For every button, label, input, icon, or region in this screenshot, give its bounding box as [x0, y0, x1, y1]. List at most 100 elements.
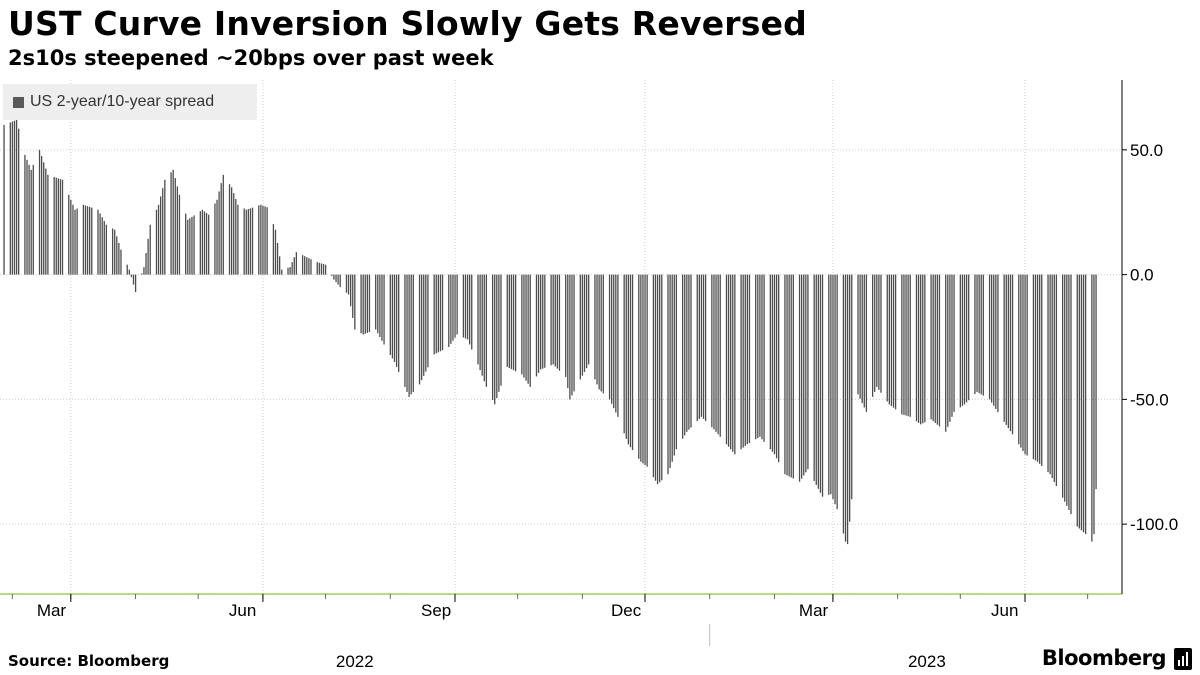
- spread-bar: [116, 236, 118, 275]
- spread-bar: [318, 262, 320, 275]
- spread-bar: [43, 162, 45, 275]
- legend-label: US 2-year/10-year spread: [30, 93, 215, 110]
- spread-bar: [579, 274, 581, 380]
- spread-bar: [690, 274, 692, 428]
- y-tick-label: -100.0: [1130, 515, 1178, 534]
- spread-bar: [134, 274, 137, 293]
- spread-bar: [988, 274, 991, 400]
- spread-bar: [291, 262, 293, 275]
- spread-bar: [174, 178, 176, 275]
- spread-bar: [120, 249, 122, 275]
- spread-bar: [865, 274, 868, 412]
- spread-bar: [379, 274, 381, 337]
- spread-bar: [494, 274, 496, 405]
- spread-bar: [55, 177, 57, 275]
- spread-bar: [892, 274, 895, 408]
- spread-bar: [383, 274, 385, 345]
- spread-bar: [951, 274, 953, 417]
- spread-bar: [974, 274, 976, 394]
- spread-bar: [638, 274, 640, 459]
- spread-bar: [730, 274, 732, 450]
- spread-bar: [905, 274, 907, 416]
- spread-bar: [3, 124, 5, 275]
- spread-bar: [901, 274, 903, 415]
- spread-bar: [978, 274, 980, 394]
- spread-bar: [1026, 274, 1028, 456]
- chart-legend: US 2-year/10-year spread: [3, 84, 257, 120]
- spread-bar: [333, 274, 335, 280]
- spread-bar: [583, 274, 586, 372]
- spread-bar: [661, 274, 663, 481]
- spread-bar: [193, 215, 195, 275]
- spread-bar: [627, 274, 629, 445]
- spread-bar: [688, 274, 690, 430]
- spread-bar: [147, 238, 149, 275]
- spread-bar: [132, 274, 135, 285]
- spread-bar: [646, 274, 648, 467]
- spread-bar: [322, 264, 325, 275]
- spread-bar: [991, 274, 993, 403]
- spread-bar: [466, 274, 469, 340]
- spread-bar: [755, 274, 757, 440]
- spread-bar: [525, 274, 527, 381]
- spread-bar: [199, 211, 201, 275]
- spread-bar: [126, 264, 128, 275]
- spread-bar: [920, 274, 922, 425]
- spread-bar: [222, 174, 224, 275]
- spread-bar: [874, 274, 876, 392]
- spread-bar: [320, 263, 323, 275]
- spread-bar: [276, 243, 279, 275]
- spread-bar: [963, 274, 966, 405]
- spread-bar: [233, 193, 235, 275]
- spread-bar: [521, 274, 523, 375]
- spread-bar: [846, 274, 849, 545]
- spread-bar: [251, 207, 254, 275]
- spread-bar: [464, 274, 467, 339]
- spread-bar: [1005, 274, 1007, 425]
- spread-bar: [70, 199, 72, 275]
- spread-bar: [352, 274, 354, 318]
- spread-bar: [452, 274, 454, 341]
- spread-bar: [377, 274, 379, 334]
- spread-bar: [68, 194, 70, 275]
- spread-bar: [863, 274, 865, 408]
- spread-bar: [880, 274, 882, 393]
- spread-bar: [170, 172, 172, 275]
- x-tick-label: Jun: [991, 601, 1018, 620]
- spread-bar: [324, 264, 327, 275]
- spread-bar: [281, 269, 283, 275]
- spread-bar: [844, 274, 847, 542]
- spread-bar: [1011, 274, 1014, 435]
- spread-bar: [527, 274, 529, 384]
- spread-bar: [861, 274, 863, 404]
- spread-bar: [654, 274, 657, 481]
- spread-bar: [111, 228, 114, 275]
- spread-bar: [82, 204, 85, 275]
- spread-bar: [1064, 274, 1066, 502]
- spread-bar: [744, 274, 746, 446]
- spread-bar: [471, 274, 473, 350]
- spread-bar: [24, 154, 26, 275]
- spread-bar: [264, 206, 266, 275]
- spread-bar: [339, 274, 341, 288]
- spread-bar: [581, 274, 584, 376]
- spread-bar: [178, 194, 181, 275]
- spread-bar: [932, 274, 934, 422]
- spread-bar: [245, 209, 247, 275]
- spread-bar: [216, 199, 218, 275]
- spread-bar: [237, 204, 239, 275]
- spread-bar: [535, 274, 538, 377]
- spread-bar: [99, 213, 101, 275]
- spread-bar: [890, 274, 893, 407]
- spread-bar: [450, 274, 452, 344]
- spread-bar: [469, 274, 471, 345]
- spread-bar: [337, 274, 339, 285]
- spread-bar: [644, 274, 646, 466]
- spread-bar: [1053, 274, 1055, 483]
- spread-bar: [1047, 274, 1049, 473]
- spread-bar: [859, 274, 861, 399]
- spread-bar: [360, 274, 362, 334]
- spread-bar: [84, 205, 87, 275]
- spread-bar: [456, 274, 458, 335]
- spread-bar: [953, 274, 955, 412]
